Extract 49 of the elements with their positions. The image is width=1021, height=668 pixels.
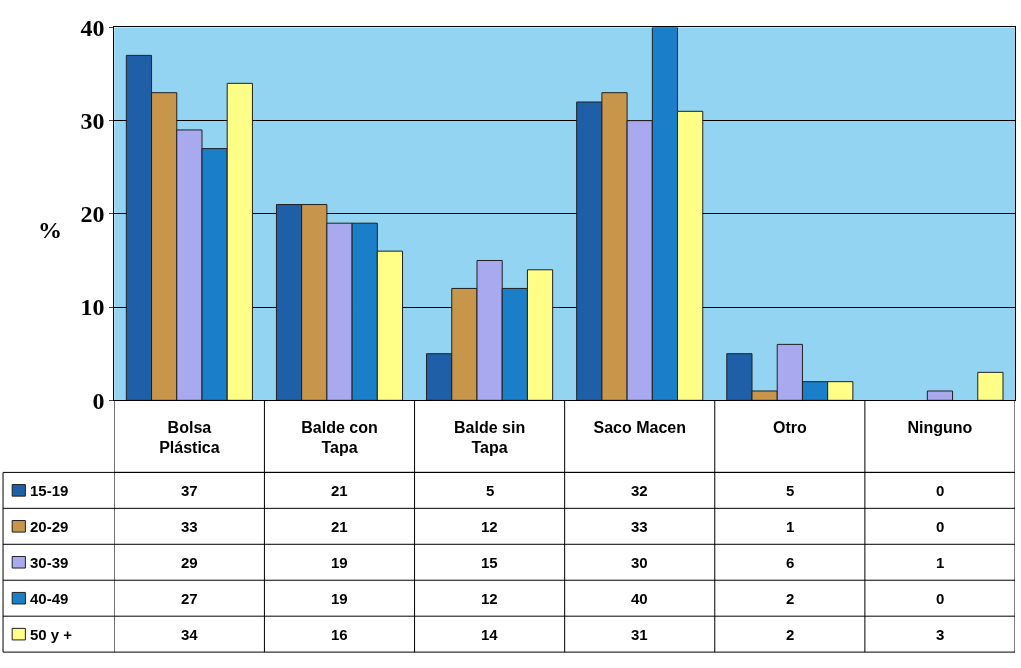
y-tick-label: 30: [80, 108, 105, 135]
legend-label: 40-49: [30, 590, 69, 607]
x-tick-label: Balde con Tapa: [301, 418, 378, 457]
x-tick-label: Ninguno: [907, 418, 973, 436]
data-label: 33: [631, 518, 648, 535]
data-label: 15: [481, 554, 498, 571]
x-tick-label: Balde sin Tapa: [454, 418, 526, 457]
data-label: 29: [181, 554, 198, 571]
data-label: 0: [936, 518, 945, 535]
data-label: 5: [486, 482, 495, 499]
data-label: 37: [181, 482, 198, 499]
data-label: 0: [936, 482, 945, 499]
data-label: 3: [936, 626, 945, 643]
data-label: 34: [181, 626, 199, 643]
data-label: 33: [181, 518, 198, 535]
data-label: 19: [331, 554, 348, 571]
x-tick-label: Saco Macen: [593, 418, 686, 436]
data-label: 32: [631, 482, 648, 499]
y-tick-label: 0: [92, 387, 105, 414]
data-label: 2: [786, 626, 795, 643]
x-tick-label: Bolsa Plástica: [159, 418, 220, 457]
data-label: 19: [331, 590, 348, 607]
x-tick-label: Otro: [772, 418, 807, 436]
legend-label: 30-39: [30, 554, 69, 571]
data-label: 12: [481, 590, 498, 607]
bar: [926, 390, 954, 401]
data-label: 1: [936, 554, 945, 571]
data-label: 30: [631, 554, 648, 571]
y-tick-label: 20: [80, 201, 105, 228]
data-label: 40: [631, 590, 648, 607]
y-tick-label: 10: [80, 294, 105, 321]
legend-label: 20-29: [30, 518, 69, 535]
y-axis-title: %: [38, 217, 62, 243]
data-label: 2: [786, 590, 795, 607]
data-label: 1: [786, 518, 795, 535]
data-label: 21: [331, 482, 348, 499]
legend-label: 50 y +: [30, 626, 73, 643]
data-label: 31: [631, 626, 648, 643]
bar: [977, 371, 1004, 401]
data-label: 5: [786, 482, 795, 499]
legend-label: 15-19: [30, 482, 69, 499]
data-label: 0: [936, 590, 945, 607]
data-label: 6: [786, 554, 795, 571]
data-label: 14: [481, 626, 499, 643]
data-label: 27: [181, 590, 198, 607]
y-tick-label: 40: [80, 14, 105, 41]
data-label: 16: [331, 626, 348, 643]
data-label: 21: [331, 518, 348, 535]
data-label: 12: [481, 518, 498, 535]
